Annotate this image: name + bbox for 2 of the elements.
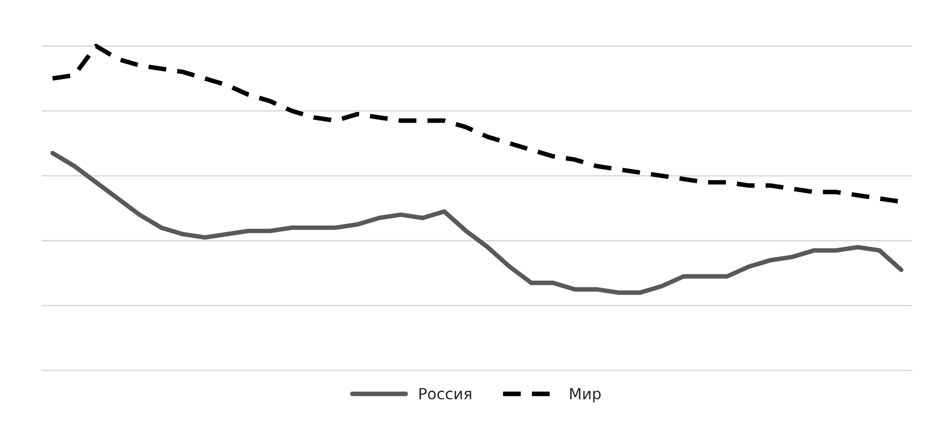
- legend-label: Россия: [419, 388, 472, 400]
- legend-label: Мир: [570, 388, 601, 402]
